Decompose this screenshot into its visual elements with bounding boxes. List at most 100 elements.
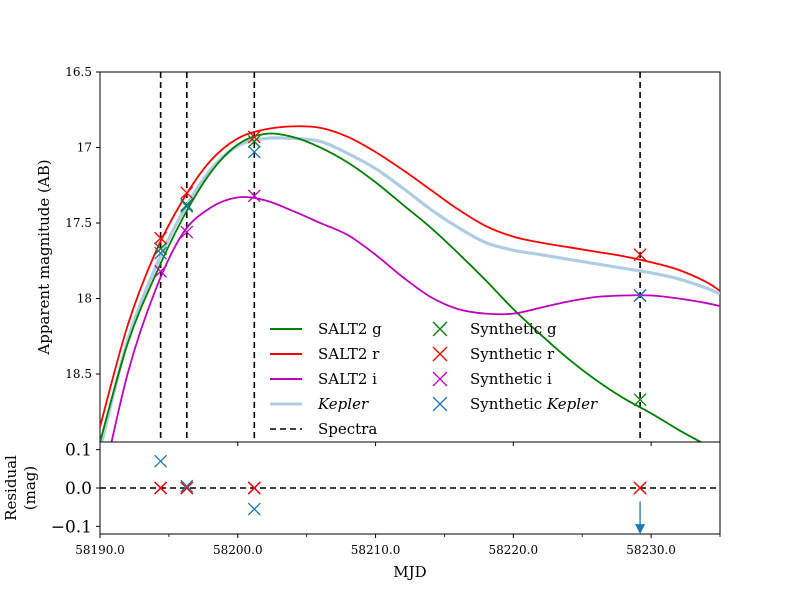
bottom-x-tick-label: 58210.0 — [351, 543, 401, 557]
bottom-y-tick-label: 0.1 — [65, 441, 92, 461]
legend-item-kepler: Kepler — [270, 395, 369, 413]
cross-stroke — [180, 479, 194, 493]
marker-synthetic-g — [633, 393, 647, 407]
legend-label: SALT2 g — [318, 320, 382, 338]
salt2-curves — [100, 125, 720, 442]
bottom-x-tick-label: 58190.0 — [75, 543, 125, 557]
marker-synthetic-i — [154, 264, 168, 278]
residual-markers — [154, 454, 647, 516]
legend-label-italic-part: Kepler — [546, 395, 598, 413]
top-y-tick-label: 18 — [77, 292, 92, 306]
marker-synthetic-i — [247, 189, 261, 203]
curve-salt2-g — [100, 132, 703, 442]
legend-item-salt2-g: SALT2 g — [270, 320, 382, 338]
marker-synthetic-i — [180, 225, 194, 239]
bottom-x-ticks: 58190.0 58200.0 58210.0 58220.0 58230.0 — [75, 534, 721, 557]
marker-synthetic-r — [247, 130, 261, 144]
marker-synthetic-kepler — [633, 289, 647, 302]
legend-item-spectra: Spectra — [270, 420, 377, 438]
cross-stroke — [247, 130, 261, 144]
residual-synthetic-kepler — [180, 479, 194, 493]
cross-stroke — [432, 371, 448, 387]
legend-swatch — [432, 321, 448, 337]
legend-label: Synthetic i — [470, 370, 552, 388]
legend-label: Synthetic g — [470, 320, 557, 338]
bottom-x-tick-label: 58200.0 — [213, 543, 263, 557]
residual-y-axis-label-line2: (mag) — [21, 466, 39, 510]
marker-synthetic-kepler — [180, 199, 194, 213]
cross-stroke — [247, 145, 261, 159]
legend-swatch — [432, 396, 448, 412]
arrow-head — [635, 524, 646, 535]
marker-synthetic-g — [180, 198, 194, 212]
marker-synthetic-r — [180, 186, 194, 200]
cross-stroke — [180, 225, 194, 239]
legend-label: SALT2 r — [318, 345, 380, 363]
top-y-tick-label: 18.5 — [65, 367, 92, 381]
cross-stroke — [154, 481, 168, 495]
cross-stroke — [432, 346, 448, 362]
residual-synthetic-r — [247, 481, 261, 495]
residual-synthetic-r — [633, 481, 647, 495]
legend-item-synthetic-r: Synthetic r — [432, 345, 555, 363]
cross-stroke — [154, 264, 168, 278]
legend-item-synthetic-i: Synthetic i — [432, 370, 552, 388]
marker-synthetic-r — [633, 248, 647, 262]
residual-y-axis-label-line1: Residual — [2, 455, 20, 521]
bottom-y-tick-label: −0.1 — [51, 517, 92, 537]
residual-synthetic-kepler — [247, 502, 261, 516]
cross-stroke — [247, 135, 261, 148]
cross-stroke — [633, 393, 647, 407]
bottom-panel: 0.10.0−0.1 58190.0 58200.0 58210.0 58220.0 5… — [2, 441, 721, 581]
curve-salt2-r — [100, 125, 720, 428]
legend-item-salt2-i: SALT2 i — [270, 370, 377, 388]
spectra-lines — [159, 72, 641, 442]
curve-salt2-i — [110, 196, 720, 442]
legend-item-salt2-r: SALT2 r — [270, 345, 380, 363]
marker-synthetic-g — [247, 135, 261, 148]
marker-synthetic-r — [154, 231, 168, 245]
top-y-tick-label: 17.5 — [65, 216, 92, 230]
legend: SALT2 g SALT2 r SALT2 i Kepler Spectra Synthe… — [270, 320, 598, 438]
top-y-tick-label: 17 — [77, 141, 92, 155]
upper-limit-arrow — [635, 501, 646, 535]
residual-synthetic-r — [154, 481, 168, 495]
legend-label: SALT2 i — [318, 370, 377, 388]
legend-item-synthetic-kepler: Synthetic Kepler — [432, 395, 598, 413]
legend-label: Spectra — [318, 420, 377, 438]
top-panel: 16.5 17 17.5 18 18.5 SALT2 g SALT2 r SALT2 i Ke… — [35, 65, 721, 446]
cross-stroke — [432, 396, 448, 412]
cross-stroke — [633, 289, 647, 302]
bottom-y-ticks: 0.1 0.0 −0.1 — [51, 441, 100, 537]
legend-label: Synthetic r — [470, 345, 555, 363]
cross-stroke — [633, 248, 647, 262]
cross-stroke — [154, 246, 168, 260]
cross-stroke — [180, 198, 194, 212]
legend-swatch — [432, 371, 448, 387]
top-y-tick-label: 16.5 — [65, 65, 92, 79]
residual-synthetic-kepler — [154, 454, 168, 468]
x-axis-label: MJD — [393, 563, 426, 581]
bottom-y-tick-label: 0.0 — [65, 479, 92, 499]
cross-stroke — [247, 502, 261, 516]
cross-stroke — [432, 321, 448, 337]
synthetic-markers — [154, 130, 647, 407]
marker-synthetic-g — [154, 242, 168, 256]
cross-stroke — [180, 186, 194, 200]
cross-stroke — [154, 454, 168, 468]
curve-kepler — [100, 136, 720, 442]
top-y-ticks: 16.5 17 17.5 18 18.5 — [65, 65, 100, 381]
legend-label-part: Synthetic — [470, 395, 547, 413]
residual-synthetic-r — [180, 481, 194, 495]
legend-label: Kepler — [317, 395, 369, 413]
legend-label: Synthetic Kepler — [470, 395, 598, 413]
cross-stroke — [247, 481, 261, 495]
top-x-ticks — [99, 442, 652, 446]
legend-swatch — [432, 346, 448, 362]
marker-synthetic-kepler — [247, 145, 261, 159]
cross-stroke — [154, 231, 168, 245]
bottom-x-tick-label: 58230.0 — [626, 543, 676, 557]
cross-stroke — [633, 481, 647, 495]
cross-stroke — [180, 199, 194, 213]
